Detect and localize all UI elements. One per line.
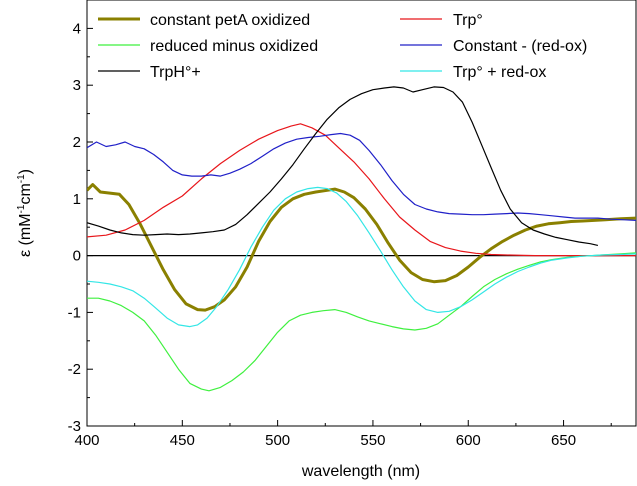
y-tick-label: 3 [73, 77, 81, 94]
x-tick-label: 600 [456, 432, 481, 449]
series-line-6 [87, 186, 637, 328]
y-axis-title: ε (mM-1cm-1) [16, 169, 34, 257]
plot-frame [86, 0, 637, 427]
legend-label-6: Trp° + red-ox [453, 64, 546, 81]
y-tick-label: 0 [73, 248, 81, 265]
y-axis-title-part-2: cm [17, 183, 34, 204]
y-tick-label: -1 [68, 304, 81, 321]
series-line-1 [87, 183, 637, 312]
legend-label-1: constant petA oxidized [150, 12, 310, 29]
series-line-3 [87, 252, 637, 392]
x-tick-label: 400 [74, 432, 99, 449]
y-axis-title-part-1: ε (mM [17, 213, 34, 257]
legend-label-3: reduced minus oxidized [150, 38, 318, 55]
y-tick-label: 1 [73, 191, 81, 208]
y-tick-label: 4 [73, 20, 81, 37]
legend-label-2: Trp° [453, 12, 483, 29]
x-tick-label: 650 [551, 432, 576, 449]
legend-label-4: Constant - (red-ox) [453, 38, 587, 55]
y-axis-title-sup-2: -1 [16, 174, 27, 183]
y-axis-title-part-3: ) [17, 169, 34, 174]
series-line-2 [87, 123, 636, 257]
y-axis-title-sup-1: -1 [16, 204, 27, 213]
y-tick-label: -3 [68, 418, 81, 435]
x-tick-label: 550 [360, 432, 385, 449]
y-axis-ticks: -3 -2 -1 0 1 2 3 4 [68, 20, 93, 435]
series-line-4 [87, 132, 637, 221]
series-layer [87, 86, 637, 392]
x-tick-label: 450 [170, 432, 195, 449]
x-axis-title: wavelength (nm) [301, 463, 420, 480]
legend-label-5: TrpH°+ [150, 64, 201, 81]
series-line-5 [87, 86, 599, 246]
y-tick-label: 2 [73, 134, 81, 151]
y-tick-label: -2 [68, 361, 81, 378]
x-axis-ticks: 400 450 500 550 600 650 [74, 420, 612, 449]
legend: constant petA oxidized Trp° reduced minus … [98, 12, 587, 81]
x-tick-label: 500 [265, 432, 290, 449]
